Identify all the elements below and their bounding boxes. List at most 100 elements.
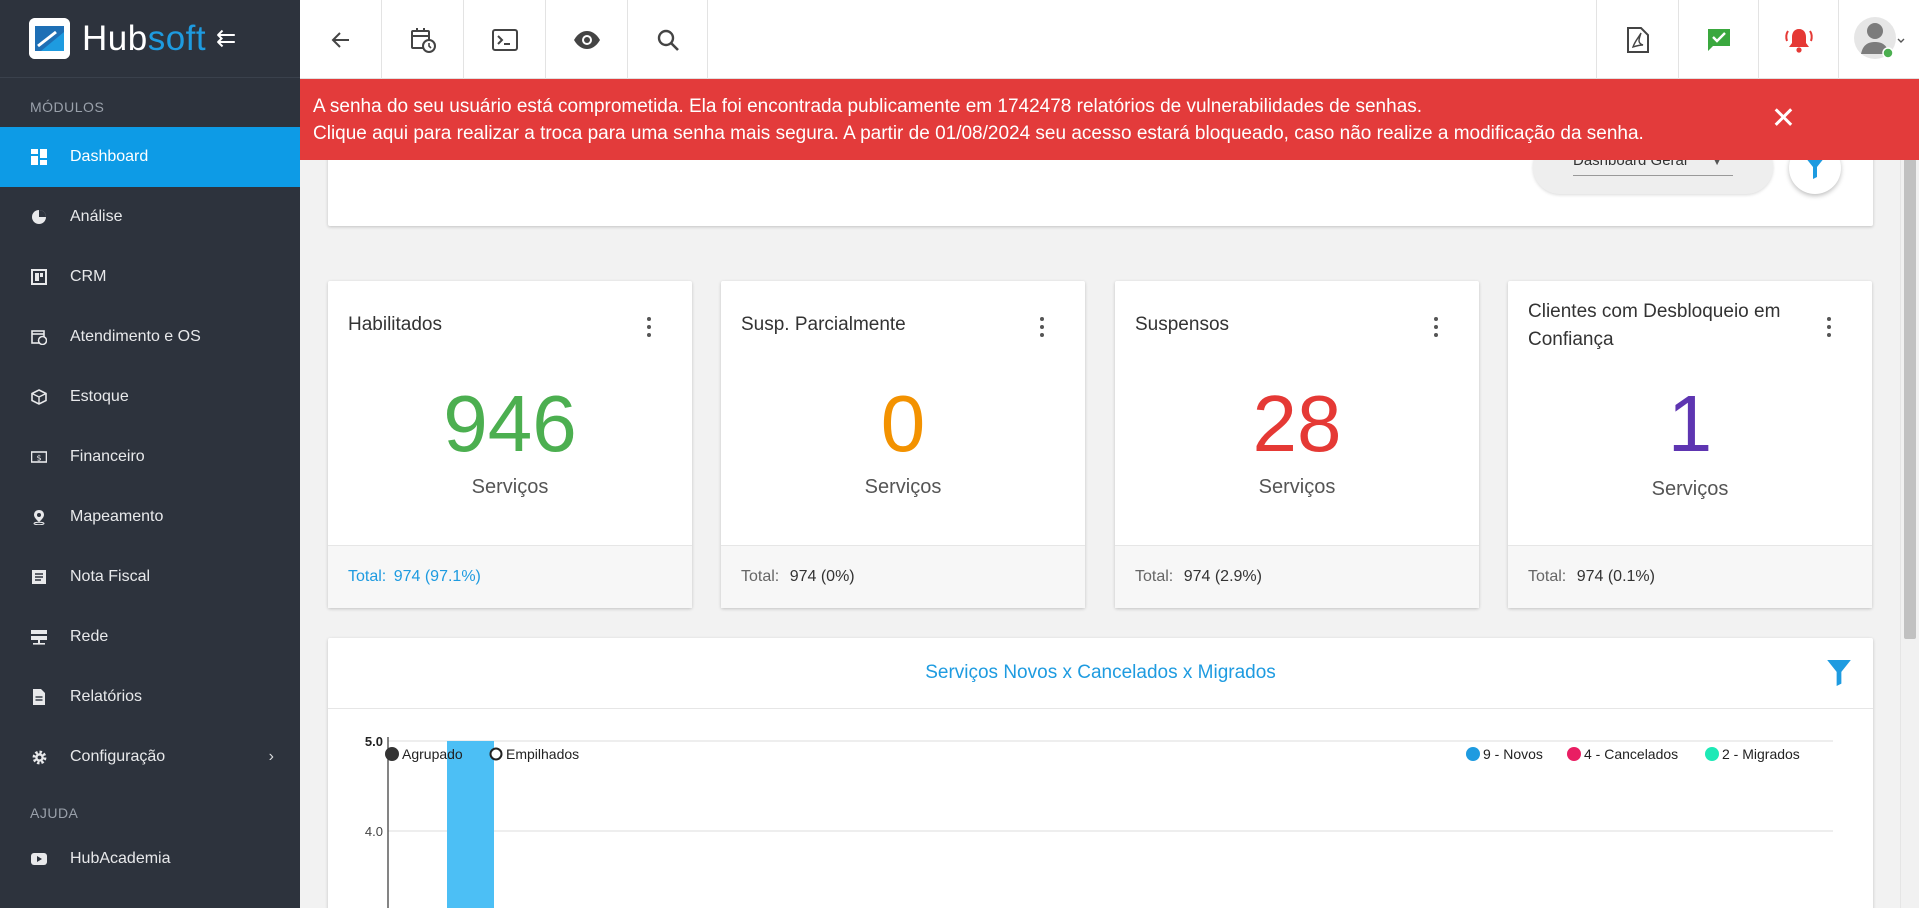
card-footer: Total: 974 (0.1%)	[1508, 545, 1872, 608]
sidebar-item-label: Atendimento e OS	[70, 328, 201, 345]
card-unit: Serviços	[864, 476, 942, 498]
total-value: 974 (0%)	[789, 568, 855, 585]
invoice-icon	[30, 568, 48, 586]
map-pin-icon	[30, 508, 48, 526]
sidebar-item-configuracao[interactable]: Configuração ›	[0, 727, 300, 787]
legend-item-cancelados[interactable]: 4 - Cancelados	[1567, 746, 1678, 762]
search-button[interactable]	[628, 0, 708, 79]
legend-label: 9 - Novos	[1483, 746, 1543, 762]
more-vert-icon[interactable]	[1037, 315, 1047, 339]
total-value: 974 (0.1%)	[1576, 568, 1655, 585]
sidebar-item-label: Configuração	[70, 748, 166, 765]
close-icon[interactable]: ✕	[1770, 102, 1796, 135]
sidebar-item-rede[interactable]: Rede	[0, 607, 300, 667]
sidebar-item-analise[interactable]: Análise	[0, 187, 300, 247]
filter-icon	[1805, 157, 1825, 179]
sidebar-item-label: Relatórios	[70, 688, 143, 705]
card-value: 1	[1667, 379, 1713, 468]
legend-item-migrados[interactable]: 2 - Migrados	[1705, 746, 1800, 762]
mode-grouped-label: Agrupado	[402, 746, 463, 762]
pie-chart-icon	[30, 208, 48, 226]
collapse-menu-icon[interactable]: ⇇	[216, 25, 237, 52]
stat-card-susp-parcialmente: Susp. Parcialmente 0 Serviços Total: 974…	[721, 281, 1085, 608]
network-icon	[30, 628, 48, 646]
legend-label: 2 - Migrados	[1722, 746, 1800, 762]
mode-stacked-toggle[interactable]: Empilhados	[489, 746, 580, 762]
terminal-button[interactable]	[464, 0, 546, 79]
sidebar-item-crm[interactable]: CRM	[0, 247, 300, 307]
scrollbar-thumb[interactable]	[1904, 159, 1916, 639]
bell-alert-icon	[1784, 28, 1813, 53]
sidebar-item-label: Financeiro	[70, 448, 145, 465]
sidebar-item-financeiro[interactable]: $ Financeiro	[0, 427, 300, 487]
y-tick-5: 5.0	[365, 734, 383, 749]
sidebar-item-label: Mapeamento	[70, 508, 164, 525]
sidebar-item-label: Dashboard	[70, 148, 149, 165]
total-label: Total:	[1528, 568, 1567, 585]
box-icon	[30, 388, 48, 406]
card-value: 0	[880, 379, 926, 468]
calendar-clock-icon	[410, 27, 436, 53]
pdf-icon	[1626, 26, 1649, 53]
section-label-modules: MÓDULOS	[30, 99, 105, 115]
avatar	[1854, 16, 1905, 59]
sidebar-item-mapeamento[interactable]: Mapeamento	[0, 487, 300, 547]
page-scrollbar[interactable]	[1900, 79, 1919, 908]
total-label: Total:	[741, 568, 780, 585]
card-unit: Serviços	[1258, 476, 1336, 498]
bar-novos[interactable]	[447, 741, 494, 908]
svg-text:$: $	[36, 454, 41, 463]
sidebar-item-label: Análise	[70, 208, 123, 225]
user-menu-button[interactable]	[1838, 0, 1919, 79]
chart-header: Serviços Novos x Cancelados x Migrados	[328, 638, 1873, 709]
filter-icon[interactable]	[1827, 660, 1851, 691]
sidebar-item-atendimento[interactable]: Atendimento e OS	[0, 307, 300, 367]
eye-icon	[573, 30, 600, 49]
radio-unselected-icon	[489, 747, 503, 761]
pdf-button[interactable]	[1596, 0, 1678, 79]
back-button[interactable]	[300, 0, 382, 79]
view-button[interactable]	[546, 0, 628, 79]
sidebar-item-dashboard[interactable]: Dashboard	[0, 127, 300, 187]
sidebar-item-estoque[interactable]: Estoque	[0, 367, 300, 427]
sidebar-item-label: Rede	[70, 628, 109, 645]
youtube-icon	[30, 850, 48, 868]
stat-card-habilitados: Habilitados 946 Serviços Total: 974 (97.…	[328, 281, 692, 608]
legend-dot-icon	[1567, 747, 1581, 761]
section-label-help: AJUDA	[30, 805, 79, 821]
hubsoft-logo-icon[interactable]	[29, 18, 70, 59]
y-tick-4: 4.0	[365, 824, 383, 839]
sidebar-item-hubacademia[interactable]: HubAcademia	[0, 833, 300, 885]
legend-item-novos[interactable]: 9 - Novos	[1466, 746, 1543, 762]
legend-dot-icon	[1705, 747, 1719, 761]
crm-icon	[30, 268, 48, 286]
card-value: 28	[1252, 379, 1342, 468]
total-label: Total:	[348, 568, 387, 585]
total-label: Total:	[1135, 568, 1174, 585]
calendar-clock-icon	[30, 328, 48, 346]
brand-header: Hubsoft ⇇	[0, 0, 300, 78]
gear-icon	[30, 748, 48, 766]
more-vert-icon[interactable]	[644, 315, 654, 339]
mode-grouped-toggle[interactable]: Agrupado	[385, 746, 463, 762]
chevron-right-icon: ›	[268, 748, 274, 765]
more-vert-icon[interactable]	[1431, 315, 1441, 339]
more-vert-icon[interactable]	[1824, 315, 1834, 339]
sidebar-item-nota-fiscal[interactable]: Nota Fiscal	[0, 547, 300, 607]
schedule-button[interactable]	[382, 0, 464, 79]
card-title: Clientes com Desbloqueio em Confiança	[1528, 301, 1781, 350]
mode-stacked-label: Empilhados	[506, 746, 579, 762]
card-value: 946	[443, 379, 577, 468]
card-title: Habilitados	[348, 314, 442, 335]
radio-selected-icon	[385, 747, 399, 761]
chat-check-icon	[1707, 28, 1730, 51]
sidebar-item-relatorios[interactable]: Relatórios	[0, 667, 300, 727]
terminal-icon	[491, 28, 518, 51]
messages-button[interactable]	[1678, 0, 1758, 79]
sidebar-item-label: HubAcademia	[70, 850, 171, 867]
stat-card-desbloqueio-confianca: Clientes com Desbloqueio em Confiança 1 …	[1508, 281, 1872, 608]
notifications-button[interactable]	[1758, 0, 1838, 79]
password-compromised-alert[interactable]: A senha do seu usuário está comprometida…	[300, 79, 1919, 160]
legend-dot-icon	[1466, 747, 1480, 761]
alert-line-2: Clique aqui para realizar a troca para u…	[313, 123, 1644, 144]
